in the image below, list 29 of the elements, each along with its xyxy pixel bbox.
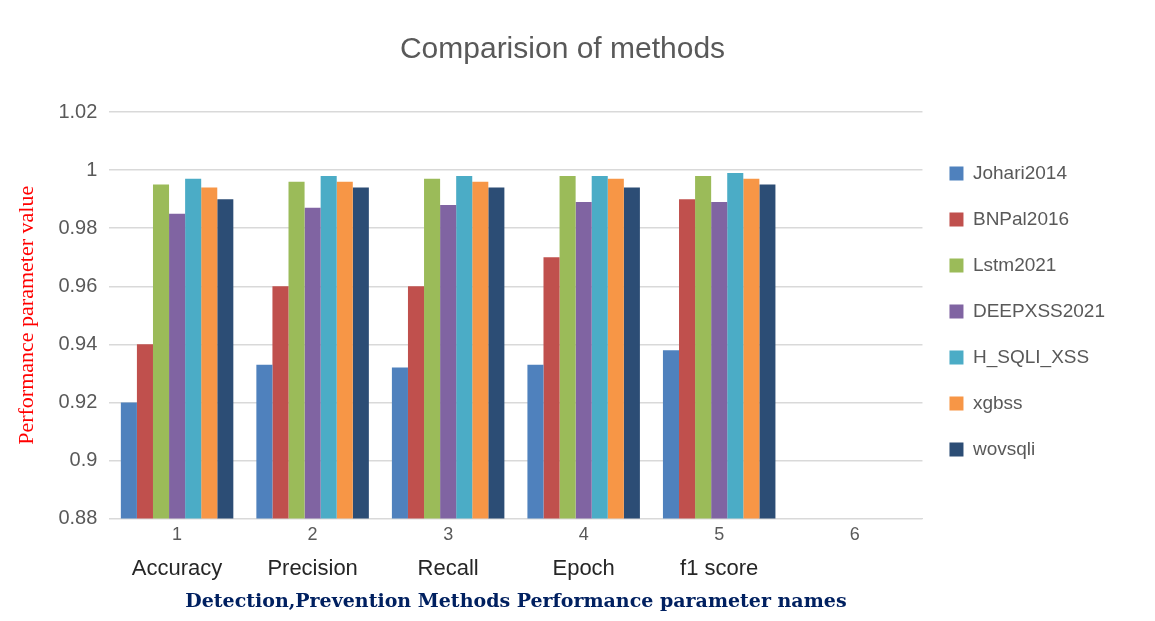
x-tick-label: 3	[443, 524, 454, 545]
y-tick-label: 1.02	[58, 99, 98, 122]
chart-title: Comparision of methods	[399, 31, 726, 65]
x-axis-title: Detection,Prevention Methods Performance parameter names	[185, 588, 847, 611]
legend-label: Lstm2021	[972, 253, 1057, 275]
text: Accuracy	[131, 554, 223, 580]
legend-label: wovsqli	[971, 437, 1036, 459]
x-tick-label: 5	[714, 524, 725, 545]
x-tick-label: 4	[578, 524, 589, 545]
y-tick-label: 0.9	[69, 448, 98, 471]
text: Recall	[417, 554, 479, 580]
x-tick-label: 6	[849, 524, 860, 545]
y-axis-title: Performance parameter value	[12, 185, 38, 445]
text: f1 score	[680, 554, 759, 580]
x-tick-label: 1	[172, 524, 183, 545]
y-tick-label: 0.96	[58, 273, 98, 296]
y-tick-label: 0.98	[58, 215, 98, 238]
text: Epoch	[552, 554, 615, 580]
legend-label: BNPal2016	[972, 207, 1070, 229]
legend-label: Johari2014	[972, 161, 1068, 183]
y-tick-label: 1	[86, 157, 98, 180]
legend-label: DEEPXSS2021	[972, 299, 1106, 321]
y-tick-label: 0.92	[58, 389, 98, 412]
y-tick-label: 0.94	[58, 331, 98, 354]
y-tick-label: 0.88	[58, 506, 98, 529]
legend-label: H_SQLI_XSS	[972, 345, 1090, 368]
x-tick-label: 2	[307, 524, 318, 545]
legend-label: xgbss	[972, 391, 1023, 413]
text: Precision	[267, 554, 358, 580]
